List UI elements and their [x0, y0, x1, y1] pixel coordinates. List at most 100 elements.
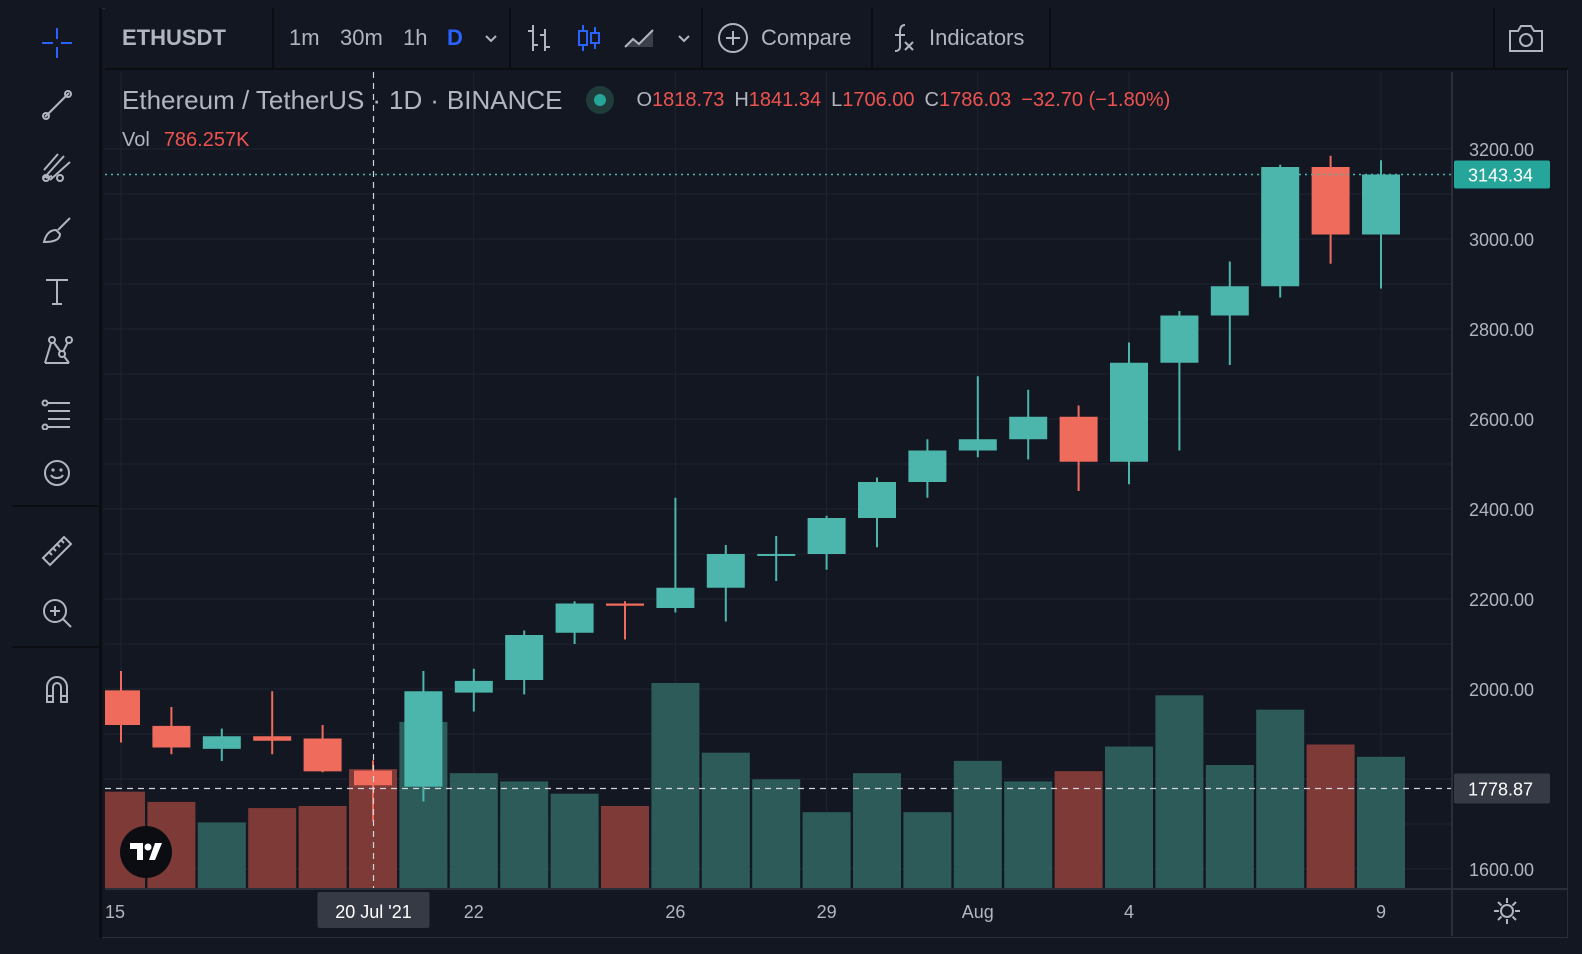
toolbar-divider: [1493, 8, 1495, 68]
ohlc-open-key: O: [636, 88, 653, 111]
candle-body: [757, 554, 796, 556]
volume-legend: Vol 786.257K: [122, 126, 249, 154]
volume-bars: [105, 683, 1405, 888]
crosshair-date-label: 20 Jul '21: [335, 902, 412, 922]
time-tick-label: 29: [817, 902, 837, 922]
time-axis[interactable]: 15 22 26 29 Aug 4 9 20 Jul '21: [105, 888, 1567, 928]
candle-body: [1110, 362, 1148, 462]
volume-bar: [298, 806, 347, 888]
crosshair-price-label: 1778.87: [1468, 780, 1533, 800]
volume-bar: [1155, 695, 1204, 888]
pattern-icon[interactable]: [40, 334, 74, 368]
candle-body: [303, 738, 342, 772]
candle-body: [105, 690, 140, 725]
crosshair-icon[interactable]: [40, 26, 74, 60]
chart-overlay: [105, 72, 1452, 888]
chevron-down-icon[interactable]: [483, 8, 499, 68]
toolbar-divider: [1049, 8, 1051, 68]
ohlc-close: 1786.03: [938, 88, 1012, 111]
toolbar-divider: [701, 8, 703, 68]
candle-body: [404, 691, 443, 787]
ohlc-open: 1818.73: [652, 88, 725, 111]
candle-body: [1059, 416, 1098, 462]
crosshair-date-label-bg: [317, 892, 430, 928]
last-price-label: 3143.34: [1468, 165, 1533, 185]
last-price-label-bg: [1454, 160, 1550, 189]
ohlc-high-key: H: [734, 88, 749, 111]
interval-30m[interactable]: 30m: [340, 25, 383, 50]
magnet-icon[interactable]: [40, 672, 74, 706]
candle-body: [1261, 167, 1300, 287]
market-status-icon[interactable]: [586, 86, 615, 114]
volume-label[interactable]: Vol: [122, 128, 150, 151]
interval-1m[interactable]: 1m: [289, 25, 320, 50]
candle-body: [606, 603, 644, 606]
candle-body: [202, 736, 241, 749]
legend-interval: 1D: [388, 84, 423, 115]
volume-bar: [1054, 771, 1103, 888]
compare-button[interactable]: Compare: [717, 8, 851, 68]
price-tick-label: 1600.00: [1469, 860, 1534, 880]
text-tool-icon[interactable]: [40, 274, 74, 308]
legend-pair[interactable]: Ethereum / TetherUS: [122, 84, 365, 115]
fibonacci-icon[interactable]: [40, 396, 74, 430]
candles: [105, 155, 1400, 822]
time-tick-label: 26: [665, 902, 685, 922]
volume-bar: [1105, 746, 1153, 888]
candle-body: [958, 439, 997, 451]
legend-exchange: BINANCE: [446, 84, 563, 115]
chevron-down-icon[interactable]: [676, 8, 692, 68]
volume-bar: [1205, 765, 1254, 888]
volume-bar: [1357, 756, 1405, 888]
candle-body: [1160, 315, 1199, 363]
function-icon: [894, 24, 914, 52]
candle-body: [454, 680, 493, 693]
candle-body: [706, 554, 745, 588]
volume-bar: [853, 773, 901, 888]
volume-bar: [601, 806, 649, 888]
toolbar-divider: [272, 8, 274, 68]
drawing-toolbar: [12, 8, 102, 938]
volume-bar: [1256, 709, 1305, 888]
time-tick-label: 9: [1376, 902, 1386, 922]
interval-1h[interactable]: 1h: [403, 25, 428, 50]
area-chart-type-icon[interactable]: [623, 8, 657, 68]
tradingview-logo[interactable]: [120, 826, 172, 878]
volume-bar: [903, 812, 952, 888]
legend-separator: ·: [372, 84, 381, 115]
candle-body: [656, 587, 695, 608]
interval-d[interactable]: D: [447, 25, 463, 50]
crosshair-price-label-bg: [1454, 773, 1550, 804]
gear-icon[interactable]: [1492, 896, 1522, 926]
legend-separator: ·: [430, 84, 439, 115]
price-tick-label: 2400.00: [1469, 500, 1534, 520]
pitchfork-icon[interactable]: [40, 150, 74, 184]
compare-label: Compare: [761, 25, 852, 50]
candles-chart-type-icon[interactable]: [575, 8, 603, 68]
candle-body: [505, 635, 544, 680]
candle-body: [1009, 416, 1048, 440]
brush-icon[interactable]: [40, 212, 74, 246]
ohlc-high: 1841.34: [748, 88, 822, 111]
ruler-icon[interactable]: [40, 534, 74, 568]
volume-bar: [248, 808, 297, 888]
ohlc-close-key: C: [924, 88, 939, 111]
indicators-button[interactable]: Indicators: [891, 8, 1024, 68]
price-tick-label: 3200.00: [1469, 140, 1534, 160]
emoji-icon[interactable]: [40, 456, 74, 490]
price-tick-label: 3000.00: [1469, 230, 1534, 250]
chart-legend: Ethereum / TetherUS · 1D · BINANCE O 181…: [122, 82, 1180, 118]
time-tick-label: 15: [105, 902, 125, 922]
candle-body: [908, 450, 947, 482]
zoom-in-icon[interactable]: [40, 596, 74, 630]
symbol-search[interactable]: ETHUSDT: [122, 25, 226, 50]
candle-body: [555, 603, 594, 633]
camera-icon[interactable]: [1507, 8, 1545, 68]
trend-line-icon[interactable]: [40, 88, 74, 122]
price-axis[interactable]: 3143.34 1600.00 2000.00 2200.00 2400.00 2600.…: [1451, 72, 1550, 936]
bar-chart-type-icon[interactable]: [525, 8, 553, 68]
candle-body: [253, 736, 292, 741]
toolbar-divider: [509, 8, 511, 68]
volume-bar: [449, 773, 498, 888]
